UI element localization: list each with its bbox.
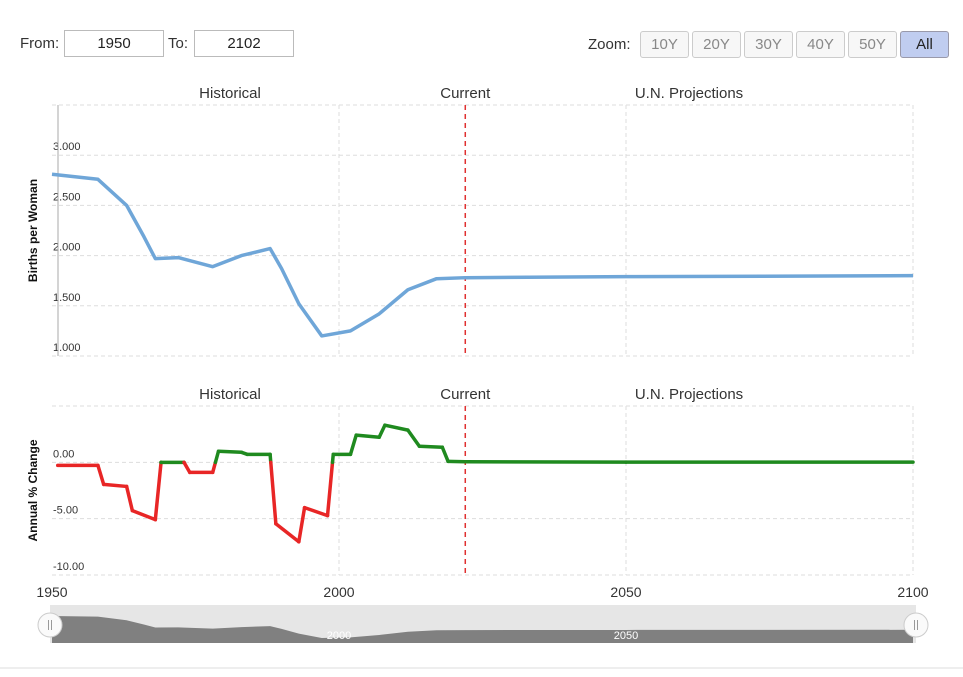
x-tick-label: 1950 [36,584,67,600]
change-segment [274,521,301,544]
change-segment [130,508,158,522]
change-segment [377,423,387,439]
from-label: From: [20,35,60,52]
from-input[interactable]: 1950 [64,30,164,57]
section-label: U.N. Projections [635,85,743,102]
change-segment [440,445,450,464]
y-axis-title: Births per Woman [26,179,40,282]
x-tick-label: 2050 [610,584,641,600]
zoom-button[interactable]: 40Y [796,31,845,58]
zoom-label: Zoom: [588,36,631,53]
y-tick-label: 1.000 [53,342,81,354]
change-segment [269,460,278,526]
zoom-button[interactable]: 50Y [848,31,897,58]
zoom-button[interactable]: 10Y [640,31,689,58]
change-segment [348,433,358,457]
change-segment [216,449,244,455]
zoom-button[interactable]: 30Y [744,31,793,58]
y-tick-label: 0.00 [53,448,74,460]
zoom-button[interactable]: 20Y [692,31,741,58]
y-tick-label: 2.000 [53,242,81,254]
section-label: Historical [199,386,261,403]
series-line [51,172,914,338]
change-segment [325,460,335,518]
navigator-handle[interactable] [903,612,929,638]
navigator-label: 2000 [327,630,351,642]
navigator-handle[interactable] [37,612,63,638]
change-segment [96,463,106,487]
section-label: Current [440,85,491,102]
change-segment [354,433,381,439]
change-segment [302,505,330,518]
change-segment [213,449,221,465]
change-segment [406,428,422,448]
zoom-button[interactable]: All [900,31,949,58]
section-label: Current [440,386,491,403]
y-tick-label: 2.500 [53,191,81,203]
section-label: Historical [199,85,261,102]
x-tick-label: 2000 [323,584,354,600]
x-tick-label: 2100 [897,584,928,600]
change-segment [153,460,163,522]
navigator-area [52,616,913,643]
change-segment [297,505,307,544]
change-segment [124,484,135,513]
y-axis-title: Annual % Change [26,439,40,541]
y-tick-label: 1.500 [53,292,81,304]
navigator-label: 2050 [614,630,638,642]
section-label: U.N. Projections [635,386,743,403]
y-tick-label: 3.000 [53,141,81,153]
y-tick-label: -5.00 [53,505,78,517]
to-label: To: [168,35,189,52]
change-segment [417,444,445,449]
change-segment [182,460,192,475]
change-segment [383,423,410,432]
change-segment [101,482,129,489]
y-tick-label: -10.00 [53,561,84,573]
to-input[interactable]: 2102 [194,30,294,57]
